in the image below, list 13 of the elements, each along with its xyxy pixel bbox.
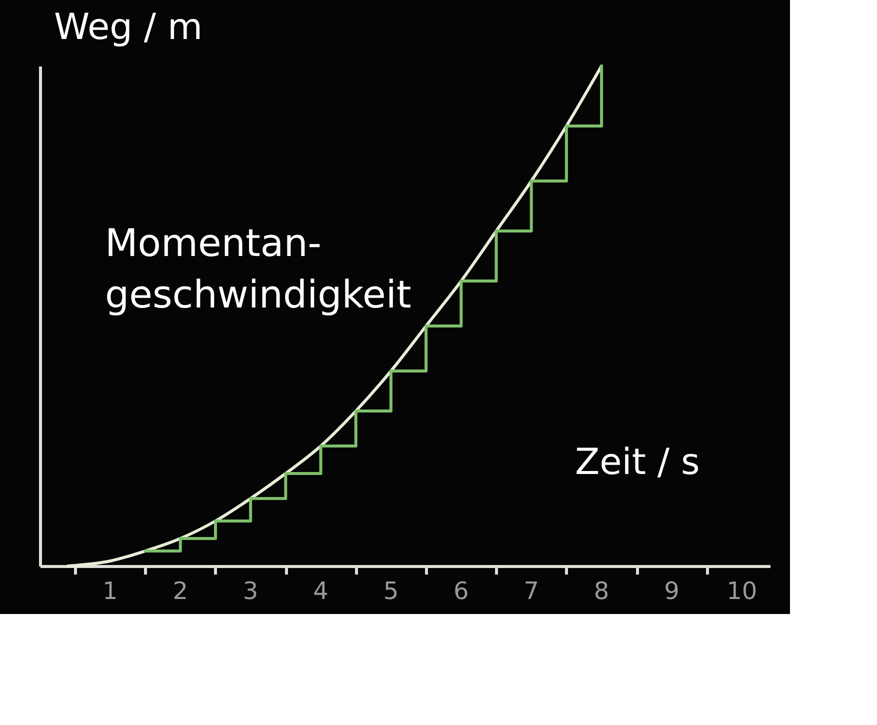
x-tick-label: 10 — [726, 577, 758, 605]
x-tick-label: 7 — [524, 577, 539, 605]
x-tick-label: 8 — [594, 577, 610, 605]
x-axis-title: Zeit / s — [575, 442, 700, 483]
x-tick-label: 9 — [664, 577, 680, 605]
x-tick-label: 3 — [242, 577, 258, 605]
x-tick-label: 2 — [172, 577, 188, 605]
annotation: Momentan- geschwindigkeit — [105, 221, 412, 316]
x-tick-label: 6 — [454, 577, 469, 605]
x-tick-label: 5 — [383, 577, 399, 605]
x-tick-label: 1 — [102, 577, 118, 605]
x-tick-label: 4 — [313, 577, 328, 605]
y-axis-title: Weg / m — [54, 7, 203, 48]
